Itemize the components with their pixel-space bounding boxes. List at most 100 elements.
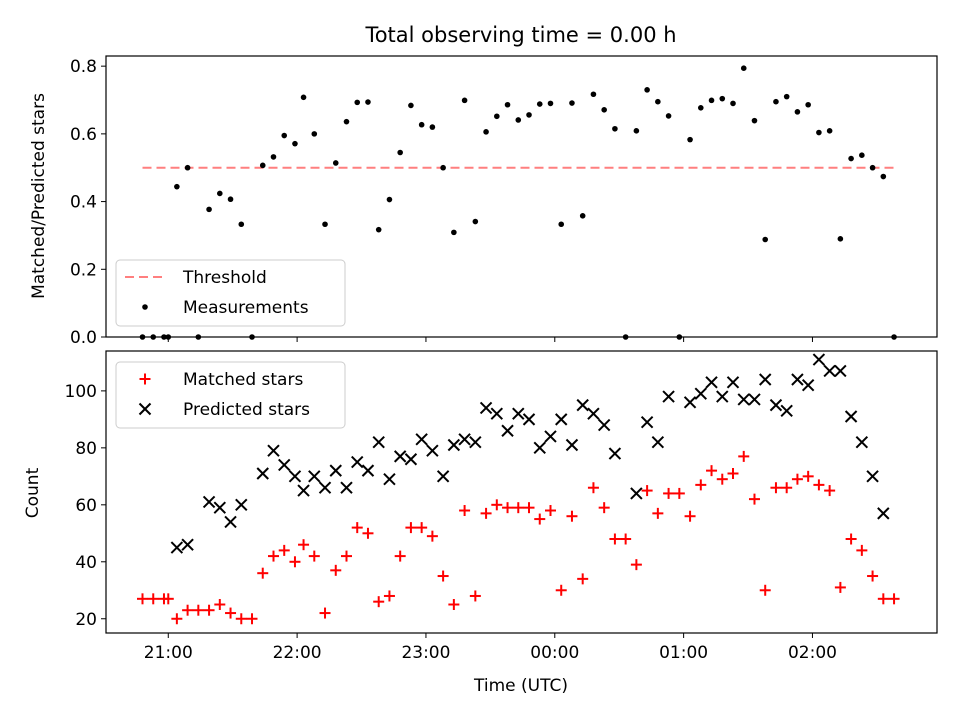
- predicted-star-point: [224, 515, 237, 529]
- matched-star-point: [426, 530, 438, 542]
- measurement-point: [891, 334, 897, 340]
- matched-star-point: [824, 485, 836, 497]
- predicted-star-point: [522, 413, 536, 426]
- x-marker-b: [224, 515, 237, 529]
- bottom-axes-frame: [105, 350, 938, 634]
- x-marker-b: [844, 410, 858, 423]
- measurement-point: [281, 132, 288, 139]
- predicted-star-point: [404, 453, 418, 466]
- measurement-point: [848, 155, 854, 162]
- matched-star-point: [791, 473, 803, 485]
- x-marker-b: [308, 470, 321, 483]
- x-marker-b: [565, 438, 579, 452]
- predicted-star-point: [608, 447, 622, 460]
- measurement-point: [869, 164, 876, 171]
- matched-star-point: [235, 613, 247, 625]
- matched-star-point: [147, 593, 159, 605]
- predicted-star-point: [267, 444, 280, 457]
- measurement-point: [622, 334, 629, 340]
- top-legend: Threshold Measurements: [115, 259, 346, 327]
- x-marker-b: [705, 376, 718, 389]
- measurement-point: [859, 152, 865, 158]
- measurement-point: [217, 190, 223, 197]
- matched-star-point: [225, 607, 237, 619]
- predicted-star-point: [769, 398, 783, 412]
- matched-star-point: [566, 510, 578, 522]
- matched-star-point: [182, 604, 194, 616]
- measurement-point: [206, 206, 212, 213]
- x-tick-label: 21:00: [144, 643, 193, 663]
- measurement-point: [816, 129, 822, 136]
- x-marker-b: [447, 438, 461, 452]
- matched-star-point: [512, 502, 524, 514]
- matched-star-point: [888, 593, 900, 605]
- legend-measurements-swatch: [142, 304, 148, 310]
- measurement-point: [451, 229, 457, 236]
- x-tick-label: 23:00: [401, 643, 450, 663]
- top-y-tick-label: 0.0: [70, 328, 97, 348]
- x-marker-b: [426, 444, 439, 457]
- x-marker-b: [235, 498, 248, 512]
- matched-star-point: [267, 550, 279, 562]
- matched-star-point: [362, 527, 374, 539]
- top-y-tick-label: 0.8: [70, 57, 97, 77]
- matched-star-point: [716, 473, 728, 485]
- x-marker-b: [288, 470, 302, 483]
- x-marker-b: [823, 364, 836, 378]
- matched-star-point: [162, 593, 174, 605]
- x-marker-b: [458, 433, 471, 446]
- bottom-y-tick-label: 60: [75, 496, 97, 516]
- x-marker-b: [694, 387, 708, 400]
- measurement-point: [526, 112, 532, 118]
- measurement-point: [837, 236, 844, 242]
- predicted-star-point: [555, 413, 568, 426]
- matched-star-point: [544, 505, 556, 517]
- predicted-star-point: [351, 455, 364, 469]
- measurement-point: [655, 98, 661, 105]
- x-marker-b: [683, 396, 697, 409]
- matched-star-point: [620, 533, 632, 545]
- matched-star-point: [319, 607, 331, 619]
- measurement-point: [740, 65, 747, 71]
- x-marker-b: [256, 467, 269, 480]
- measurement-point: [494, 113, 500, 120]
- legend-measurements-label: Measurements: [183, 298, 309, 318]
- x-marker-b: [533, 441, 546, 455]
- matched-star-point: [663, 487, 675, 499]
- measurement-point: [150, 334, 157, 340]
- top-y-tick-label: 0.2: [70, 260, 97, 280]
- predicted-star-point: [501, 424, 514, 437]
- matched-star-point: [867, 570, 879, 582]
- matched-star-point: [652, 507, 664, 519]
- legend-matched-label: Matched stars: [183, 370, 303, 390]
- x-tick-label: 00:00: [530, 643, 579, 663]
- top-axes-frame: [105, 55, 938, 338]
- predicted-star-point: [587, 407, 600, 420]
- matched-star-point: [598, 502, 610, 514]
- predicted-star-point: [170, 541, 184, 554]
- measurement-point: [708, 97, 715, 104]
- predicted-star-point: [458, 433, 471, 446]
- x-marker-b: [202, 495, 216, 509]
- matched-star-point: [759, 584, 771, 596]
- predicted-star-point: [533, 441, 546, 455]
- measurement-point: [601, 107, 607, 113]
- predicted-star-point: [308, 470, 321, 483]
- measurement-point: [249, 334, 255, 340]
- matched-star-point: [351, 522, 363, 534]
- measurement-point: [375, 226, 382, 233]
- measurement-points: [139, 65, 897, 340]
- measurement-point: [644, 87, 650, 93]
- x-marker-b: [329, 464, 342, 477]
- predicted-star-point: [436, 470, 450, 483]
- predicted-star-point: [737, 393, 750, 406]
- top-y-axis-label: Matched/Predicted stars: [29, 93, 49, 299]
- x-marker-b: [522, 413, 536, 426]
- x-marker-b: [737, 393, 750, 406]
- x-marker-b: [278, 458, 291, 472]
- x-marker-b: [855, 435, 869, 449]
- measurement-point: [174, 183, 180, 190]
- x-marker-b: [372, 435, 385, 449]
- predicted-star-point: [361, 464, 375, 477]
- x-marker-b: [791, 373, 804, 386]
